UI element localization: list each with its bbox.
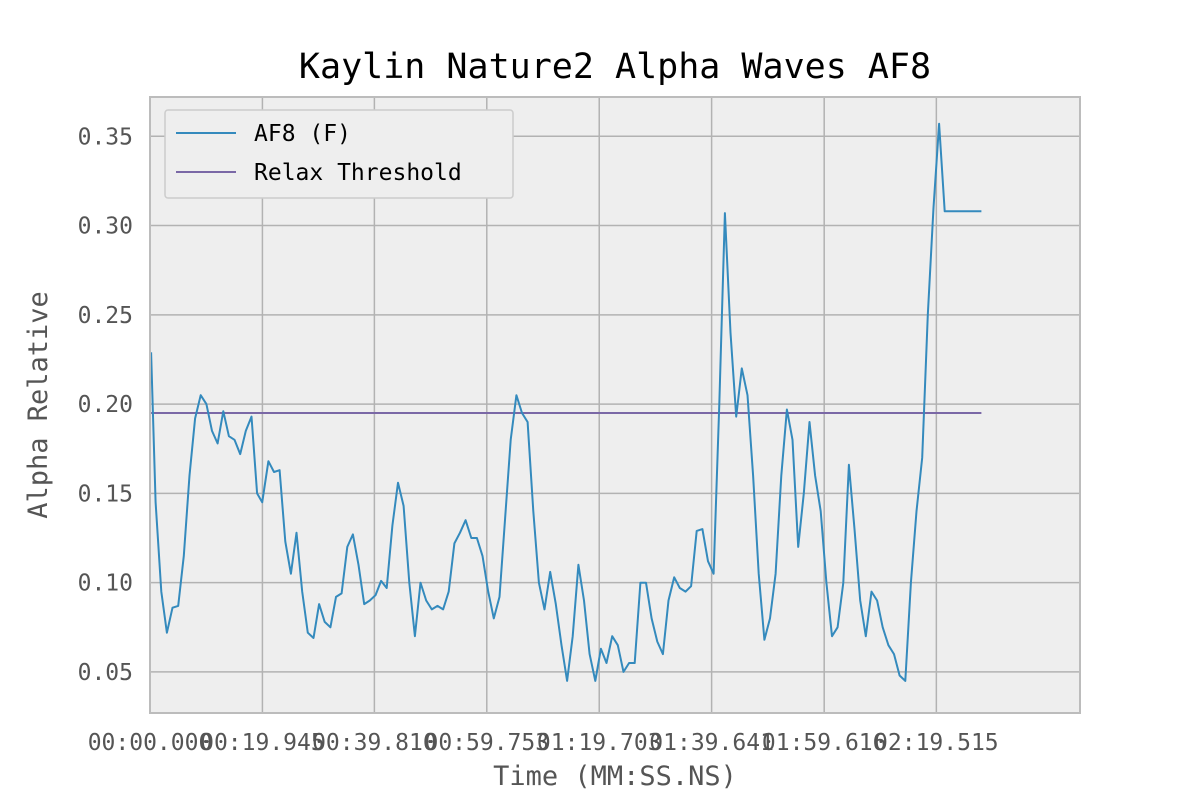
legend-box — [164, 109, 514, 199]
af8-series-line — [150, 122, 982, 682]
x-tick-label: 00:00.000 — [88, 730, 213, 756]
y-axis-label: Alpha Relative — [23, 291, 54, 519]
chart-title: Kaylin Nature2 Alpha Waves AF8 — [299, 47, 931, 87]
legend-af8-label: AF8 (F) — [254, 121, 351, 147]
y-tick-label: 0.20 — [78, 392, 133, 418]
x-tick-label: 01:39.641 — [649, 730, 774, 756]
x-axis-label: Time (MM:SS.NS) — [493, 761, 737, 792]
y-tick-label: 0.15 — [78, 481, 133, 507]
y-ticks: 0.05 0.10 0.15 0.20 0.25 0.30 0.35 — [78, 124, 133, 686]
x-tick-label: 02:19.515 — [874, 730, 999, 756]
y-tick-label: 0.35 — [78, 124, 133, 150]
y-tick-label: 0.05 — [78, 660, 133, 686]
x-ticks: 00:00.00000:19.94500:39.81000:59.75301:1… — [88, 730, 999, 756]
legend-threshold-label: Relax Threshold — [254, 160, 462, 186]
x-tick-label: 01:19.703 — [537, 730, 662, 756]
legend: AF8 (F) Relax Threshold — [164, 109, 514, 199]
y-tick-label: 0.30 — [78, 214, 133, 240]
y-tick-label: 0.10 — [78, 571, 133, 597]
x-tick-label: 00:19.945 — [200, 730, 325, 756]
plot-frame — [149, 96, 1081, 714]
y-tick-label: 0.25 — [78, 303, 133, 329]
x-tick-label: 00:39.810 — [312, 730, 437, 756]
x-tick-label: 01:59.616 — [762, 730, 887, 756]
x-tick-label: 00:59.753 — [424, 730, 549, 756]
